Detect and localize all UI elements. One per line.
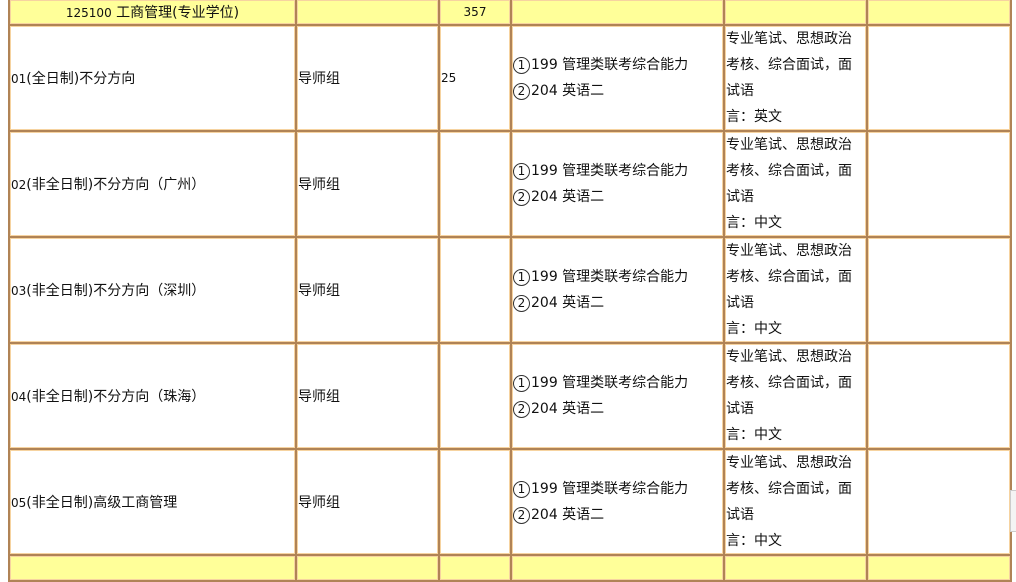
remark-cell: 专业笔试、思想政治 考核、综合面试，面 试语言：中文 bbox=[723, 236, 868, 344]
direction-cell: 01(全日制)不分方向 bbox=[8, 24, 297, 132]
circled-number-icon: 2 bbox=[513, 83, 530, 100]
circled-number-icon: 1 bbox=[513, 269, 530, 286]
direction-name: (非全日制)高级工商管理 bbox=[26, 495, 178, 511]
remark-line: 考核、综合面试，面 bbox=[726, 375, 852, 391]
remark-line: 言：英文 bbox=[726, 109, 782, 125]
remark-line: 考核、综合面试，面 bbox=[726, 163, 852, 179]
direction-row: 04(非全日制)不分方向（珠海） 导师组 1 199 管理类联考综合能力 2 204… bbox=[8, 342, 1012, 450]
scrollbar-fragment[interactable] bbox=[1010, 490, 1016, 532]
remark-line: 言：中文 bbox=[726, 533, 782, 549]
quota-cell bbox=[438, 130, 512, 238]
circled-number-icon: 1 bbox=[513, 375, 530, 392]
remark-cell: 专业笔试、思想政治 考核、综合面试，面 试语言：中文 bbox=[723, 342, 868, 450]
direction-cell: 02(非全日制)不分方向（广州） bbox=[8, 130, 297, 238]
direction-name: (全日制)不分方向 bbox=[26, 71, 136, 87]
supervisor-cell: 导师组 bbox=[295, 24, 440, 132]
direction-row: 01(全日制)不分方向 导师组 25 1 199 管理类联考综合能力 2 204 英… bbox=[8, 24, 1012, 132]
circled-number-icon: 2 bbox=[513, 401, 530, 418]
remark-line: 言：中文 bbox=[726, 321, 782, 337]
next-row bbox=[8, 554, 1012, 582]
major-row: 125100 工商管理(专业学位) 357 bbox=[8, 0, 1012, 26]
remark-line: 考核、综合面试，面 bbox=[726, 481, 852, 497]
direction-row: 02(非全日制)不分方向（广州） 导师组 1 199 管理类联考综合能力 2 204… bbox=[8, 130, 1012, 238]
major-total: 357 bbox=[438, 0, 512, 26]
exam-subject-2: 204 英语二 bbox=[531, 401, 605, 417]
exam-subject-2: 204 英语二 bbox=[531, 507, 605, 523]
exam-cell: 1 199 管理类联考综合能力 2 204 英语二 bbox=[510, 342, 725, 450]
quota-cell: 25 bbox=[438, 24, 512, 132]
remark-line: 专业笔试、思想政治 bbox=[726, 243, 852, 259]
quota-cell bbox=[438, 236, 512, 344]
exam-cell: 1 199 管理类联考综合能力 2 204 英语二 bbox=[510, 130, 725, 238]
major-name: 工商管理(专业学位) bbox=[116, 5, 240, 21]
exam-subject-2: 204 英语二 bbox=[531, 83, 605, 99]
direction-row: 05(非全日制)高级工商管理 导师组 1 199 管理类联考综合能力 2 204 英… bbox=[8, 448, 1012, 556]
direction-code: 03 bbox=[11, 284, 27, 298]
supervisor-cell: 导师组 bbox=[295, 448, 440, 556]
remark-line: 专业笔试、思想政治 bbox=[726, 349, 852, 365]
remark-cell: 专业笔试、思想政治 考核、综合面试，面 试语言：中文 bbox=[723, 448, 868, 556]
remark-line: 专业笔试、思想政治 bbox=[726, 137, 852, 153]
quota-cell bbox=[438, 448, 512, 556]
remark-line: 试语 bbox=[726, 189, 754, 205]
exam-subject-2: 204 英语二 bbox=[531, 295, 605, 311]
exam-cell: 1 199 管理类联考综合能力 2 204 英语二 bbox=[510, 24, 725, 132]
exam-cell: 1 199 管理类联考综合能力 2 204 英语二 bbox=[510, 236, 725, 344]
exam-subject-1: 199 管理类联考综合能力 bbox=[531, 57, 689, 73]
circled-number-icon: 1 bbox=[513, 57, 530, 74]
remark-line: 试语 bbox=[726, 401, 754, 417]
remark-line: 试语 bbox=[726, 507, 754, 523]
empty-cell bbox=[866, 130, 1012, 238]
direction-cell: 04(非全日制)不分方向（珠海） bbox=[8, 342, 297, 450]
exam-subject-1: 199 管理类联考综合能力 bbox=[531, 269, 689, 285]
supervisor-cell: 导师组 bbox=[295, 130, 440, 238]
direction-name: (非全日制)不分方向（珠海） bbox=[26, 389, 206, 405]
remark-line: 考核、综合面试，面 bbox=[726, 269, 852, 285]
direction-name: (非全日制)不分方向（深圳） bbox=[26, 283, 206, 299]
circled-number-icon: 1 bbox=[513, 481, 530, 498]
empty-cell bbox=[866, 236, 1012, 344]
remark-cell: 专业笔试、思想政治 考核、综合面试，面 试语言：中文 bbox=[723, 130, 868, 238]
circled-number-icon: 2 bbox=[513, 189, 530, 206]
exam-subject-1: 199 管理类联考综合能力 bbox=[531, 163, 689, 179]
direction-cell: 05(非全日制)高级工商管理 bbox=[8, 448, 297, 556]
major-code: 125100 bbox=[65, 6, 112, 20]
exam-subject-2: 204 英语二 bbox=[531, 189, 605, 205]
direction-code: 04 bbox=[11, 390, 27, 404]
direction-row: 03(非全日制)不分方向（深圳） 导师组 1 199 管理类联考综合能力 2 204… bbox=[8, 236, 1012, 344]
remark-line: 言：中文 bbox=[726, 215, 782, 231]
circled-number-icon: 2 bbox=[513, 295, 530, 312]
direction-cell: 03(非全日制)不分方向（深圳） bbox=[8, 236, 297, 344]
remark-line: 试语 bbox=[726, 295, 754, 311]
direction-code: 05 bbox=[11, 496, 27, 510]
remark-line: 言：中文 bbox=[726, 427, 782, 443]
major-cell: 125100 工商管理(专业学位) bbox=[8, 0, 297, 26]
program-table: 125100 工商管理(专业学位) 357 01(全日制)不分方向 导师组 25… bbox=[8, 0, 1012, 582]
direction-code: 02 bbox=[11, 178, 27, 192]
exam-subject-1: 199 管理类联考综合能力 bbox=[531, 375, 689, 391]
supervisor-cell: 导师组 bbox=[295, 342, 440, 450]
empty-cell bbox=[866, 448, 1012, 556]
empty-cell bbox=[866, 24, 1012, 132]
circled-number-icon: 2 bbox=[513, 507, 530, 524]
supervisor-cell: 导师组 bbox=[295, 236, 440, 344]
quota-cell bbox=[438, 342, 512, 450]
remark-line: 专业笔试、思想政治 bbox=[726, 455, 852, 471]
remark-cell: 专业笔试、思想政治 考核、综合面试，面 试语言：英文 bbox=[723, 24, 868, 132]
direction-code: 01 bbox=[11, 72, 27, 86]
remark-line: 考核、综合面试，面 bbox=[726, 57, 852, 73]
exam-cell: 1 199 管理类联考综合能力 2 204 英语二 bbox=[510, 448, 725, 556]
circled-number-icon: 1 bbox=[513, 163, 530, 180]
empty-cell bbox=[866, 342, 1012, 450]
remark-line: 专业笔试、思想政治 bbox=[726, 31, 852, 47]
direction-name: (非全日制)不分方向（广州） bbox=[26, 177, 206, 193]
remark-line: 试语 bbox=[726, 83, 754, 99]
exam-subject-1: 199 管理类联考综合能力 bbox=[531, 481, 689, 497]
